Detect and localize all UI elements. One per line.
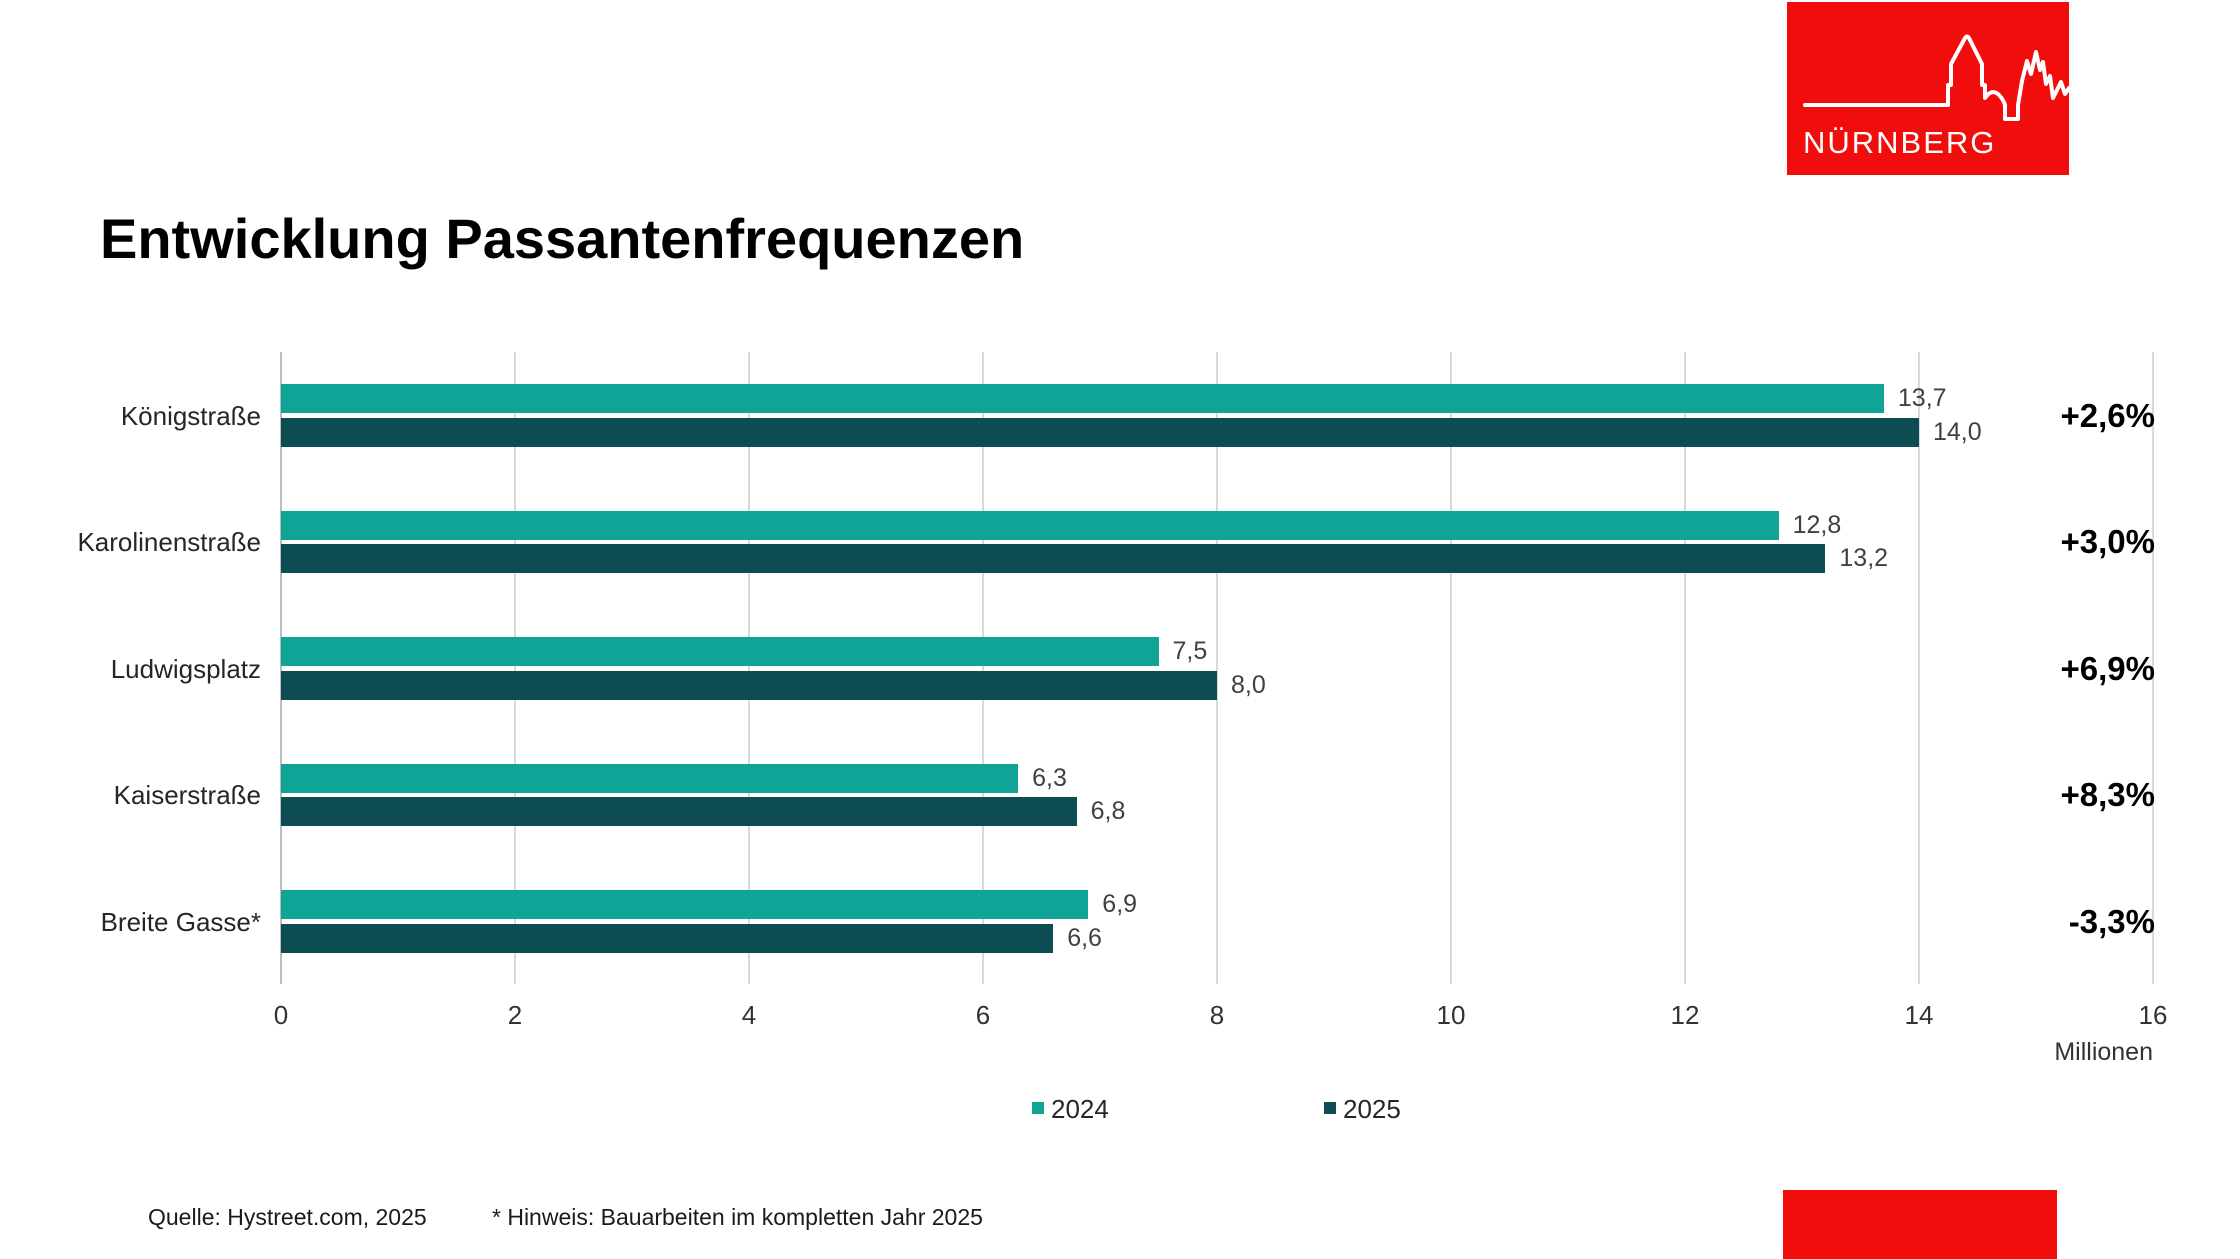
- bar-2025-row1: [281, 417, 1919, 447]
- bar-2025-row3: [281, 670, 1217, 700]
- value-label-2025-row3: 8,0: [1231, 670, 1266, 699]
- category-label: Breite Gasse*: [100, 906, 261, 937]
- x-tick-label-0: 0: [273, 1000, 289, 1030]
- gridline-12: [1684, 352, 1686, 984]
- bar-2024-row1: [281, 384, 1884, 413]
- bar-2024-row2: [281, 510, 1779, 540]
- category-label: Kaiserstraße: [113, 780, 261, 811]
- plot-area: 0 2 4 6 8 10 12 14 16 Königstraße 13,7 14,0 +2,6% Kar…: [77, 352, 2167, 1030]
- legend-label-2025: 2025: [1343, 1094, 1401, 1124]
- value-label-2024-row4: 6,3: [1032, 763, 1067, 792]
- category-label: Königstraße: [120, 400, 261, 431]
- legend-item-2025: 2025: [1324, 1094, 1401, 1124]
- gridline-2: [514, 352, 516, 984]
- x-tick-label-6: 6: [975, 1000, 991, 1030]
- gridline-6: [982, 352, 984, 984]
- value-label-2024-row3: 7,5: [1172, 637, 1208, 666]
- bar-2025-row2: [281, 544, 1826, 574]
- legend-item-2024: 2024: [1032, 1094, 1109, 1124]
- logo-wordmark: NÜRNBERG: [1803, 125, 1997, 160]
- bar-2025-row5: [281, 923, 1054, 953]
- x-tick-label-16: 16: [2138, 1000, 2168, 1030]
- gridline-16: [2152, 352, 2154, 984]
- legend-swatch-2024: [1032, 1101, 1044, 1114]
- bar-2024-row5: [281, 890, 1089, 920]
- change-label-row5: -3,3%: [2068, 902, 2155, 940]
- value-label-2025-row4: 6,8: [1090, 797, 1126, 826]
- gridline-4: [748, 352, 750, 984]
- y-axis-line: [280, 352, 282, 984]
- gridline-14: [1918, 352, 1920, 984]
- x-tick-label-8: 8: [1209, 1000, 1225, 1030]
- change-label-row4: +8,3%: [2060, 776, 2156, 814]
- value-label-2024-row5: 6,9: [1102, 890, 1138, 919]
- value-label-2024-row1: 13,7: [1897, 384, 1947, 412]
- x-axis-unit-label: Millionen: [2054, 1038, 2153, 1066]
- chart-title: Entwicklung Passantenfrequenzen: [100, 207, 1025, 270]
- value-label-2025-row5: 6,6: [1067, 923, 1102, 952]
- legend-label-2024: 2024: [1051, 1094, 1109, 1124]
- source-note: Quelle: Hystreet.com, 2025: [148, 1204, 427, 1230]
- value-label-2025-row2: 13,2: [1839, 544, 1889, 573]
- x-tick-label-14: 14: [1904, 1000, 1934, 1030]
- bar-2024-row4: [281, 763, 1019, 793]
- x-tick-label-10: 10: [1436, 1000, 1466, 1030]
- gridline-10: [1450, 352, 1452, 984]
- x-tick-label-12: 12: [1670, 1000, 1700, 1030]
- change-label-row3: +6,9%: [2060, 649, 2156, 687]
- value-label-2025-row1: 14,0: [1933, 417, 1982, 446]
- nuernberg-logo: NÜRNBERG: [1787, 2, 2069, 175]
- category-label: Karolinenstraße: [77, 527, 261, 558]
- bar-2025-row4: [281, 797, 1077, 827]
- category-label: Ludwigsplatz: [110, 653, 261, 684]
- bar-2024-row3: [281, 637, 1159, 667]
- change-label-row2: +3,0%: [2060, 523, 2156, 561]
- footer-red-bar: [1783, 1190, 2057, 1259]
- value-label-2024-row2: 12,8: [1792, 510, 1842, 539]
- x-tick-label-2: 2: [507, 1000, 523, 1030]
- city-skyline-icon: [1787, 2, 2069, 175]
- gridline-8: [1216, 352, 1218, 984]
- legend-swatch-2025: [1324, 1101, 1336, 1114]
- x-tick-label-4: 4: [741, 1000, 757, 1030]
- change-label-row1: +2,6%: [2060, 396, 2156, 434]
- construction-note: * Hinweis: Bauarbeiten im kompletten Jah…: [492, 1204, 983, 1230]
